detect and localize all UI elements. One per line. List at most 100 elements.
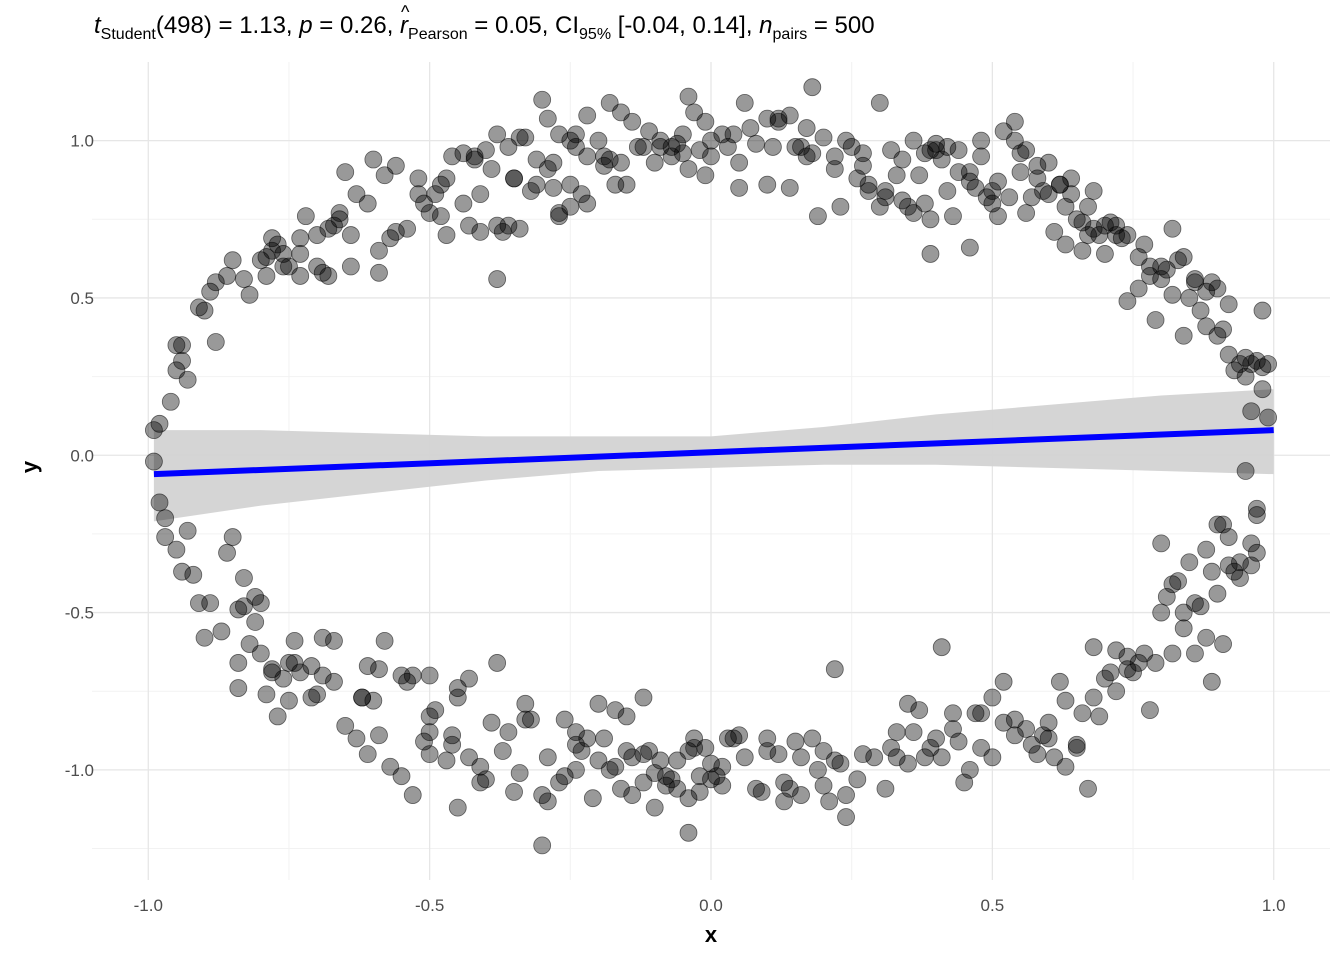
data-point	[730, 178, 749, 197]
data-point	[876, 182, 895, 200]
data-point	[522, 182, 540, 200]
data-point	[1236, 462, 1255, 480]
data-point	[510, 764, 529, 782]
data-point	[904, 131, 923, 150]
data-point	[240, 635, 259, 653]
data-point	[1197, 628, 1216, 647]
data-point	[634, 745, 653, 764]
data-point	[1000, 188, 1019, 207]
data-point	[595, 729, 613, 748]
data-point	[499, 723, 518, 742]
data-point	[246, 613, 265, 631]
data-point	[887, 748, 906, 767]
data-point	[1011, 163, 1030, 182]
data-point	[983, 182, 1002, 200]
data-point	[803, 144, 822, 163]
data-point	[415, 732, 433, 751]
data-point	[960, 163, 979, 182]
data-point	[223, 251, 242, 270]
data-point	[1191, 301, 1210, 320]
data-point	[1146, 654, 1165, 672]
data-point	[645, 798, 664, 817]
data-point	[173, 351, 191, 370]
data-point	[983, 688, 1002, 707]
data-point	[837, 786, 855, 804]
x-tick-label: 0.5	[981, 896, 1005, 915]
data-point	[713, 776, 732, 795]
data-point	[696, 112, 715, 131]
data-point	[966, 704, 985, 723]
confidence-band-group	[153, 389, 1274, 522]
data-point	[1197, 540, 1216, 559]
data-point	[645, 764, 664, 782]
data-point	[887, 166, 906, 185]
data-point	[612, 779, 630, 798]
data-point	[477, 141, 495, 159]
data-point	[1079, 779, 1097, 798]
data-point	[606, 757, 625, 776]
data-point	[825, 660, 844, 679]
data-point	[426, 185, 445, 204]
data-point	[679, 87, 698, 106]
data-point	[887, 723, 906, 742]
data-point	[921, 245, 940, 263]
data-point	[904, 723, 923, 742]
data-point	[792, 138, 810, 156]
data-point	[358, 745, 377, 764]
data-point	[927, 141, 945, 159]
data-point	[567, 125, 585, 144]
data-point	[865, 748, 884, 767]
data-point	[336, 163, 355, 182]
data-point	[730, 153, 749, 172]
data-point	[291, 267, 310, 285]
data-point	[921, 210, 940, 229]
data-point	[1202, 562, 1221, 581]
data-point	[994, 713, 1013, 732]
data-point	[651, 131, 670, 150]
data-point	[1253, 380, 1272, 399]
data-point	[1236, 367, 1255, 386]
data-point	[150, 493, 169, 512]
data-point	[251, 594, 270, 613]
data-point	[235, 270, 253, 288]
data-point	[623, 748, 642, 767]
data-point	[460, 216, 478, 235]
data-point	[1124, 663, 1142, 682]
data-point	[1017, 720, 1036, 738]
data-point	[820, 792, 839, 811]
data-point	[1231, 569, 1249, 587]
data-point	[212, 622, 231, 641]
data-point	[280, 691, 298, 710]
data-point	[1028, 156, 1047, 175]
t-symbol: t	[94, 12, 101, 39]
data-point	[780, 178, 799, 197]
data-point	[493, 742, 512, 760]
grid-lines	[92, 62, 1330, 880]
data-point	[702, 754, 720, 773]
data-point	[319, 219, 338, 238]
data-point	[673, 125, 692, 144]
t-value: (498) = 1.13,	[155, 12, 300, 39]
data-point	[634, 688, 653, 707]
data-point	[876, 188, 895, 207]
data-point	[882, 738, 900, 757]
data-point	[420, 723, 439, 742]
data-point	[927, 134, 945, 153]
data-point	[673, 144, 692, 163]
data-point	[1034, 182, 1052, 200]
data-point	[195, 301, 214, 320]
data-point	[803, 729, 822, 748]
n-symbol: n	[759, 12, 773, 39]
data-point	[1005, 112, 1024, 131]
data-point	[769, 112, 788, 131]
data-point	[831, 197, 850, 216]
data-point	[1129, 654, 1148, 672]
ci-subscript: 95%	[579, 26, 612, 43]
data-point	[370, 263, 388, 282]
data-point	[1090, 707, 1109, 726]
data-point	[206, 333, 225, 351]
data-point	[235, 569, 253, 587]
data-point	[409, 169, 428, 188]
data-point	[983, 748, 1002, 767]
data-point	[201, 594, 220, 613]
